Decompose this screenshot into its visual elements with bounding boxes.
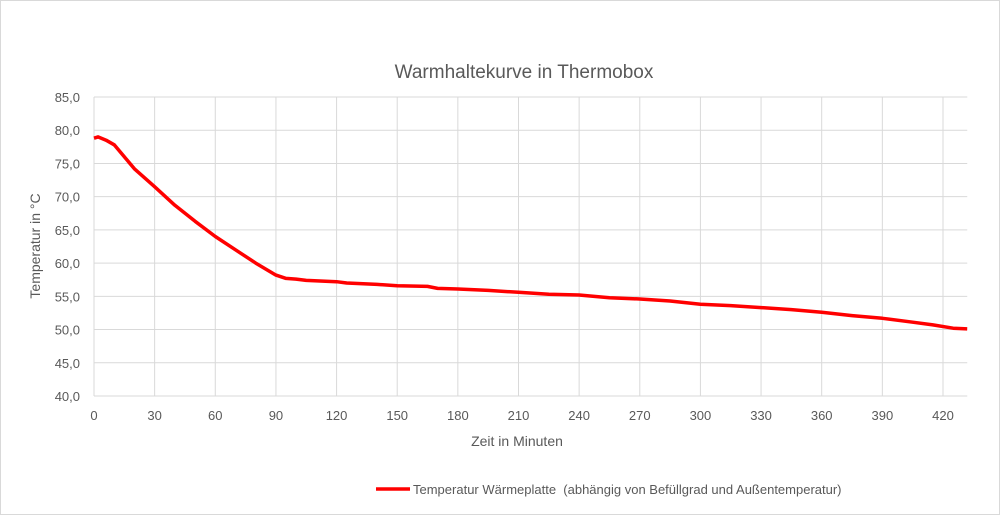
x-tick-label: 300	[690, 408, 712, 423]
x-tick-label: 60	[208, 408, 222, 423]
gridlines	[93, 96, 968, 397]
y-tick-label: 85,0	[55, 90, 80, 105]
x-tick-label: 150	[386, 408, 408, 423]
x-tick-label: 180	[447, 408, 469, 423]
y-axis-ticks: 40,0 45,0 50,0 55,0 60,0 65,0 70,0 75,0 80,0 85,0	[55, 90, 80, 404]
x-tick-label: 420	[932, 408, 954, 423]
temperature-line	[93, 135, 968, 331]
y-tick-label: 45,0	[55, 356, 80, 371]
x-tick-label: 390	[871, 408, 893, 423]
x-tick-label: 90	[269, 408, 283, 423]
x-tick-label: 240	[568, 408, 590, 423]
legend-label: Temperatur Wärmeplatte (abhängig von Bef…	[413, 482, 842, 497]
y-tick-label: 75,0	[55, 156, 80, 171]
x-axis-ticks: 0 30 60 90 120 150 180 210 240 270 300 330 360 390 420	[90, 408, 953, 423]
x-tick-label: 30	[147, 408, 161, 423]
y-tick-label: 65,0	[55, 223, 80, 238]
x-axis-label: Zeit in Minuten	[471, 433, 563, 449]
x-tick-label: 360	[811, 408, 833, 423]
series-group	[93, 135, 968, 331]
x-tick-label: 210	[508, 408, 530, 423]
y-tick-label: 50,0	[55, 323, 80, 338]
x-tick-label: 270	[629, 408, 651, 423]
x-tick-label: 120	[326, 408, 348, 423]
x-tick-label: 0	[90, 408, 97, 423]
y-tick-label: 60,0	[55, 256, 80, 271]
y-axis-label: Temperatur in °C	[27, 193, 43, 298]
chart-title: Warmhaltekurve in Thermobox	[395, 62, 654, 83]
y-tick-label: 80,0	[55, 123, 80, 138]
y-tick-label: 55,0	[55, 289, 80, 304]
y-tick-label: 70,0	[55, 190, 80, 205]
x-tick-label: 330	[750, 408, 772, 423]
y-tick-label: 40,0	[55, 389, 80, 404]
